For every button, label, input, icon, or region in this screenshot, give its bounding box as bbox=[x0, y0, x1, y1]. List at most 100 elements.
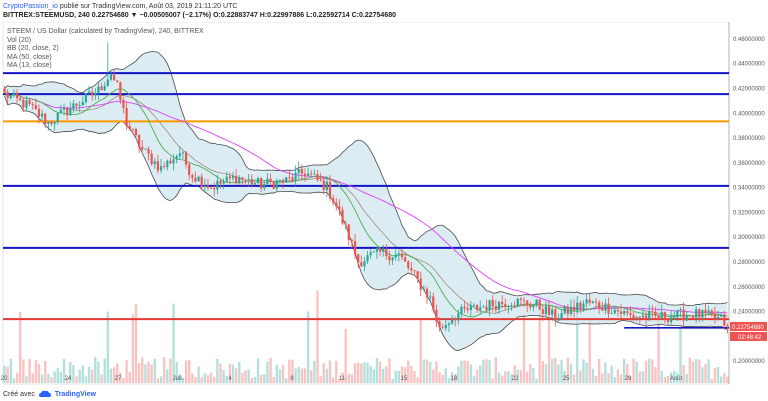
volume-bar bbox=[12, 378, 16, 383]
candle-body bbox=[388, 256, 391, 261]
volume-bar bbox=[385, 366, 388, 383]
volume-bar bbox=[585, 362, 588, 383]
volume-bar bbox=[40, 374, 44, 383]
candle-body bbox=[228, 176, 231, 179]
candle-body bbox=[231, 175, 235, 179]
volume-bar bbox=[360, 363, 363, 383]
candle-body bbox=[544, 306, 548, 314]
volume-bar bbox=[90, 369, 94, 383]
price-tick-label: 0.32000000 bbox=[733, 210, 765, 216]
author-link[interactable]: CryptoPassion_io bbox=[3, 3, 58, 10]
candle-body bbox=[178, 153, 181, 157]
candle-body bbox=[247, 178, 250, 180]
volume-bar bbox=[669, 372, 673, 383]
candle-body bbox=[181, 152, 185, 154]
candle-body bbox=[438, 321, 441, 328]
legend-ma50: MA (50, close) bbox=[7, 53, 52, 61]
volume-bar bbox=[541, 361, 544, 383]
candle-body bbox=[78, 105, 81, 106]
price-change: 0.22754680 ▼ −0.00505007 (−2.17%) bbox=[91, 12, 212, 19]
candle-body bbox=[432, 296, 435, 310]
candle-body bbox=[563, 306, 566, 314]
candle-body bbox=[307, 173, 310, 177]
volume-bar bbox=[238, 361, 241, 383]
volume-bar bbox=[216, 358, 219, 383]
volume-bar bbox=[394, 370, 397, 383]
candle-body bbox=[644, 315, 648, 320]
price-tick-label: 0.30000000 bbox=[733, 235, 765, 241]
volume-bar bbox=[9, 358, 13, 383]
tradingview-cloud-icon bbox=[38, 390, 51, 397]
volume-bar bbox=[256, 358, 260, 383]
volume-bar bbox=[607, 373, 610, 383]
candle-body bbox=[529, 305, 532, 308]
candle-body bbox=[50, 121, 53, 124]
candle-body bbox=[604, 303, 607, 311]
volume-bar bbox=[328, 360, 332, 383]
volume-bar bbox=[313, 360, 316, 383]
countdown-label: 02:48:42 bbox=[738, 335, 762, 341]
volume-bar bbox=[25, 376, 28, 383]
candle-body bbox=[407, 261, 410, 269]
candle-body bbox=[504, 304, 507, 308]
candle-body bbox=[651, 311, 654, 313]
volume-bar bbox=[134, 304, 138, 383]
countdown-tag bbox=[730, 331, 767, 341]
volume-bar bbox=[400, 366, 404, 383]
volume-bar bbox=[676, 372, 679, 383]
volume-bar bbox=[188, 360, 191, 383]
volume-bar bbox=[219, 363, 222, 383]
volume-bar bbox=[375, 357, 379, 383]
candle-body bbox=[235, 175, 238, 184]
candle-body bbox=[522, 299, 526, 301]
candle-body bbox=[507, 306, 510, 308]
candle-body bbox=[109, 74, 113, 80]
volume-bar bbox=[410, 365, 413, 383]
price-chart[interactable]: 0.46000000 0.44000000 0.42000000 0.40000000… bbox=[0, 22, 768, 387]
price-tick-label: 0.36000000 bbox=[733, 161, 765, 167]
volume-bar bbox=[50, 377, 53, 383]
candle-body bbox=[673, 317, 676, 319]
volume-bar bbox=[560, 359, 563, 383]
candle-body bbox=[294, 172, 297, 181]
candle-body bbox=[391, 257, 394, 261]
candle-body bbox=[441, 327, 444, 329]
volume-bar bbox=[184, 360, 188, 383]
volume-bar bbox=[673, 370, 676, 383]
volume-bar bbox=[525, 371, 529, 383]
volume-bar bbox=[516, 369, 519, 383]
candle-body bbox=[457, 313, 460, 321]
volume-bar bbox=[594, 376, 598, 383]
volume-bar bbox=[701, 367, 704, 383]
volume-bar bbox=[87, 366, 91, 383]
candle-body bbox=[463, 306, 466, 309]
candle-body bbox=[91, 91, 94, 96]
volume-bar bbox=[6, 366, 9, 383]
candle-body bbox=[641, 315, 645, 318]
candle-body bbox=[81, 101, 84, 106]
volume-bar bbox=[419, 318, 422, 383]
candle-body bbox=[241, 177, 244, 180]
volume-bar bbox=[291, 359, 294, 383]
bollinger-lower-line bbox=[4, 95, 728, 351]
volume-bar bbox=[504, 371, 507, 383]
legend-ma13: MA (13, close) bbox=[7, 62, 52, 69]
tradingview-brand[interactable]: TradingView bbox=[54, 390, 96, 398]
volume-bar bbox=[698, 359, 701, 383]
candle-body bbox=[15, 92, 19, 99]
volume-bar bbox=[269, 357, 272, 383]
volume-bar bbox=[569, 363, 573, 383]
candle-body bbox=[3, 88, 6, 93]
volume-bar bbox=[119, 372, 122, 383]
volume-bar bbox=[112, 367, 116, 383]
candle-body bbox=[97, 86, 100, 94]
volume-bar bbox=[194, 377, 197, 383]
volume-bar bbox=[69, 361, 72, 383]
volume-bar bbox=[604, 362, 607, 383]
candle-body bbox=[169, 160, 172, 164]
volume-bar bbox=[648, 358, 651, 383]
volume-bar bbox=[228, 363, 232, 383]
candle-body bbox=[184, 152, 188, 165]
candle-body bbox=[119, 82, 122, 100]
candle-body bbox=[510, 305, 513, 307]
